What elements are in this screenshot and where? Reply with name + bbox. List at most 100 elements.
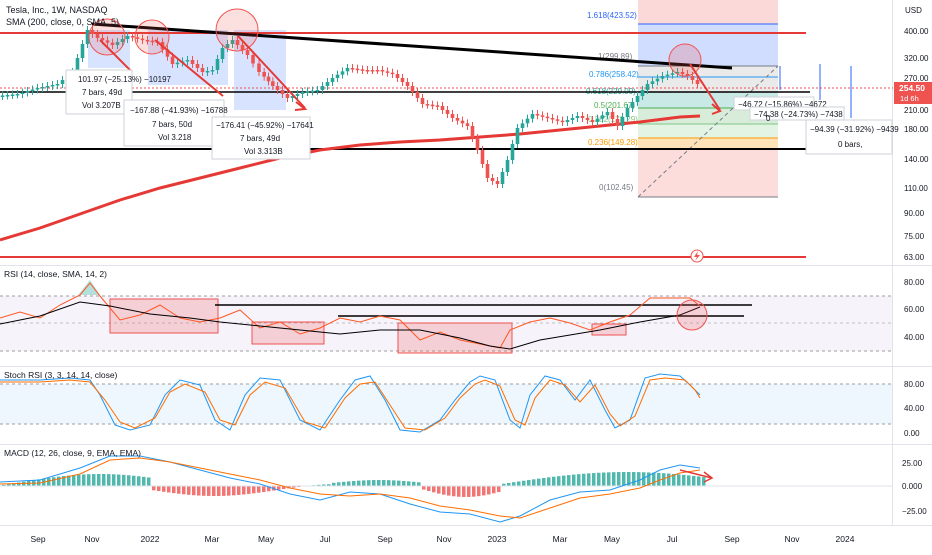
candle-body (561, 121, 565, 123)
macd-bar (462, 486, 466, 497)
macd-bar (532, 479, 536, 486)
candle-body (566, 120, 570, 122)
stoch-rsi-pane[interactable] (0, 374, 892, 432)
symbol-title[interactable]: Tesla, Inc., 1W, NASDAQ (6, 5, 108, 15)
candle-body (436, 105, 440, 107)
macd-bar (102, 474, 106, 486)
candle-body (596, 119, 600, 122)
macd-bar (542, 478, 546, 486)
macd-bar (472, 486, 476, 497)
time-label: Nov (784, 534, 800, 544)
candle-body (262, 72, 266, 77)
macd-bar (387, 480, 391, 486)
macd-bar (357, 481, 361, 486)
candle-body (571, 118, 575, 120)
candle-body (41, 87, 45, 89)
macd-bar (222, 486, 226, 496)
candle-body (306, 91, 310, 93)
macd-bar (622, 472, 626, 486)
macd-bar (497, 486, 501, 492)
macd-bar (587, 473, 591, 486)
svg-text:−167.88 (−41.93%) −16788: −167.88 (−41.93%) −16788 (130, 106, 228, 115)
candle-body (516, 128, 520, 144)
candle-body (386, 71, 390, 73)
candle-body (251, 55, 255, 64)
candle-body (366, 70, 370, 72)
macd-bar (152, 486, 156, 490)
candle-body (631, 102, 635, 108)
time-label: Jul (320, 534, 331, 544)
rsi-label[interactable]: RSI (14, close, SMA, 14, 2) (4, 269, 107, 279)
macd-axis-ticks: 25.000.000−25.00 (902, 459, 927, 516)
stoch-rsi-label[interactable]: Stoch RSI (3, 3, 14, 14, close) (4, 370, 118, 380)
macd-bar (277, 486, 281, 490)
earnings-flash-icon[interactable] (691, 250, 703, 262)
macd-bar (162, 486, 166, 492)
candle-body (296, 94, 300, 96)
macd-bar (227, 486, 231, 496)
candle-body (6, 95, 10, 97)
macd-bar (667, 474, 671, 486)
candle-body (626, 108, 630, 117)
rsi-pane[interactable] (0, 280, 892, 353)
candle-body (21, 93, 25, 95)
sma-indicator-label[interactable]: SMA (200, close, 0, SMA, 5) (6, 17, 119, 27)
candle-body (81, 44, 85, 58)
candle-body (311, 91, 315, 93)
candle-body (531, 114, 535, 119)
macd-bar (212, 486, 216, 496)
price-tick-label: 140.00 (904, 155, 929, 164)
macd-bar (247, 486, 251, 494)
stoch-tick-label: 40.00 (904, 404, 925, 413)
macd-bar (537, 479, 541, 486)
svg-text:Vol 3.207B: Vol 3.207B (82, 101, 121, 110)
macd-bar (97, 474, 101, 486)
macd-bar (562, 476, 566, 486)
candle-body (11, 95, 15, 97)
sma-200-line[interactable] (0, 116, 700, 240)
candle-body (186, 60, 190, 62)
candle-body (131, 36, 135, 38)
macd-histogram[interactable] (2, 472, 706, 497)
time-label: Nov (84, 534, 100, 544)
macd-bar (477, 486, 481, 496)
candle-body (61, 80, 65, 84)
rsi-tick-label: 80.00 (904, 278, 925, 287)
candle-body (267, 77, 271, 82)
candle-body (601, 115, 605, 118)
svg-text:7 bars, 50d: 7 bars, 50d (152, 120, 192, 129)
macd-label[interactable]: MACD (12, 26, close, 9, EMA, EMA) (4, 448, 141, 458)
macd-bar (242, 486, 246, 494)
candle-body (401, 78, 405, 82)
candle-body (246, 50, 250, 55)
candle-body (391, 73, 395, 75)
candle-body (481, 150, 485, 164)
price-tick-label: 320.00 (904, 54, 929, 63)
candle-body (541, 115, 545, 117)
candle-body (381, 70, 385, 72)
macd-bar (92, 474, 96, 486)
macd-bar (437, 486, 441, 494)
macd-bar (682, 475, 686, 486)
svg-text:254.50: 254.50 (899, 83, 925, 93)
macd-bar (237, 486, 241, 495)
price-tick-label: 210.00 (904, 106, 929, 115)
fib-level-label: 0(102.45) (599, 183, 634, 192)
candle-body (221, 48, 225, 59)
candle-body (301, 92, 305, 94)
macd-bar (577, 474, 581, 486)
macd-bar (417, 482, 421, 486)
macd-lines[interactable] (0, 456, 892, 522)
candle-body (286, 94, 290, 98)
candle-body (46, 86, 50, 88)
macd-bar (582, 474, 586, 486)
stoch-tick-label: 0.00 (904, 429, 920, 438)
candle-body (321, 86, 325, 90)
macd-bar (492, 486, 496, 493)
candle-body (661, 76, 665, 79)
macd-bar (147, 477, 151, 486)
macd-bar (467, 486, 471, 497)
